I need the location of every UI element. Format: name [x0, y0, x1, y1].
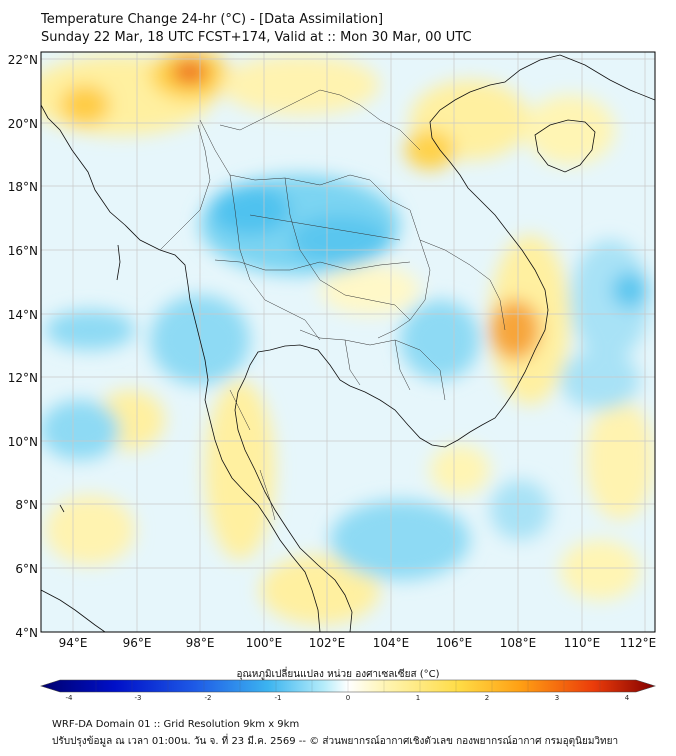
colorbar-ticks: -4 -3 -2 -1 0 1 2 3 4 — [66, 694, 630, 702]
lat-label: 4°N — [15, 626, 38, 640]
lon-label: 98°E — [186, 636, 215, 650]
footer-model-info: WRF-DA Domain 01 :: Grid Resolution 9km … — [52, 719, 300, 730]
longitude-labels: 94°E 96°E 98°E 100°E 102°E 104°E 106°E 1… — [59, 636, 657, 650]
lat-label: 6°N — [15, 562, 38, 576]
lon-label: 96°E — [123, 636, 152, 650]
province-borders — [159, 89, 506, 521]
colorbar-tick: -3 — [135, 694, 142, 702]
lon-label: 106°E — [436, 636, 473, 650]
lat-label: 16°N — [8, 244, 38, 258]
lon-label: 108°E — [500, 636, 537, 650]
map-title: Temperature Change 24-hr (°C) - [Data As… — [41, 12, 384, 27]
colorbar: -4 -3 -2 -1 0 1 2 3 4 — [40, 679, 656, 702]
lat-label: 22°N — [8, 53, 38, 67]
colorbar-tick: -2 — [205, 694, 212, 702]
lon-label: 94°E — [59, 636, 88, 650]
colorbar-tick: 0 — [346, 694, 350, 702]
lat-label: 10°N — [8, 435, 38, 449]
lon-label: 112°E — [620, 636, 657, 650]
lon-label: 100°E — [246, 636, 283, 650]
colorbar-tick: 3 — [555, 694, 559, 702]
map-frame — [40, 51, 656, 633]
lat-label: 18°N — [8, 180, 38, 194]
colorbar-tick: 1 — [416, 694, 420, 702]
coastlines — [41, 54, 655, 632]
lon-label: 104°E — [373, 636, 410, 650]
map-subtitle: Sunday 22 Mar, 18 UTC FCST+174, Valid at… — [41, 30, 472, 45]
colorbar-tick: -1 — [275, 694, 282, 702]
colorbar-title: อุณหภูมิเปลี่ยนแปลง หน่วย องศาเซลเซียส (… — [236, 669, 440, 680]
lat-label: 14°N — [8, 308, 38, 322]
latitude-labels: 22°N 20°N 18°N 16°N 14°N 12°N 10°N 8°N 6… — [8, 53, 38, 640]
lon-label: 110°E — [564, 636, 601, 650]
map-gridlines — [41, 52, 655, 632]
lon-label: 102°E — [309, 636, 346, 650]
lat-label: 12°N — [8, 371, 38, 385]
colorbar-tick: 2 — [485, 694, 489, 702]
footer-update-info: ปรับปรุงข้อมูล ณ เวลา 01:00น. วัน จ. ที่… — [52, 736, 619, 747]
colorbar-tick: 4 — [625, 694, 630, 702]
colorbar-steps — [95, 680, 601, 692]
lat-label: 8°N — [15, 498, 38, 512]
lat-label: 20°N — [8, 117, 38, 131]
colorbar-tick: -4 — [66, 694, 74, 702]
